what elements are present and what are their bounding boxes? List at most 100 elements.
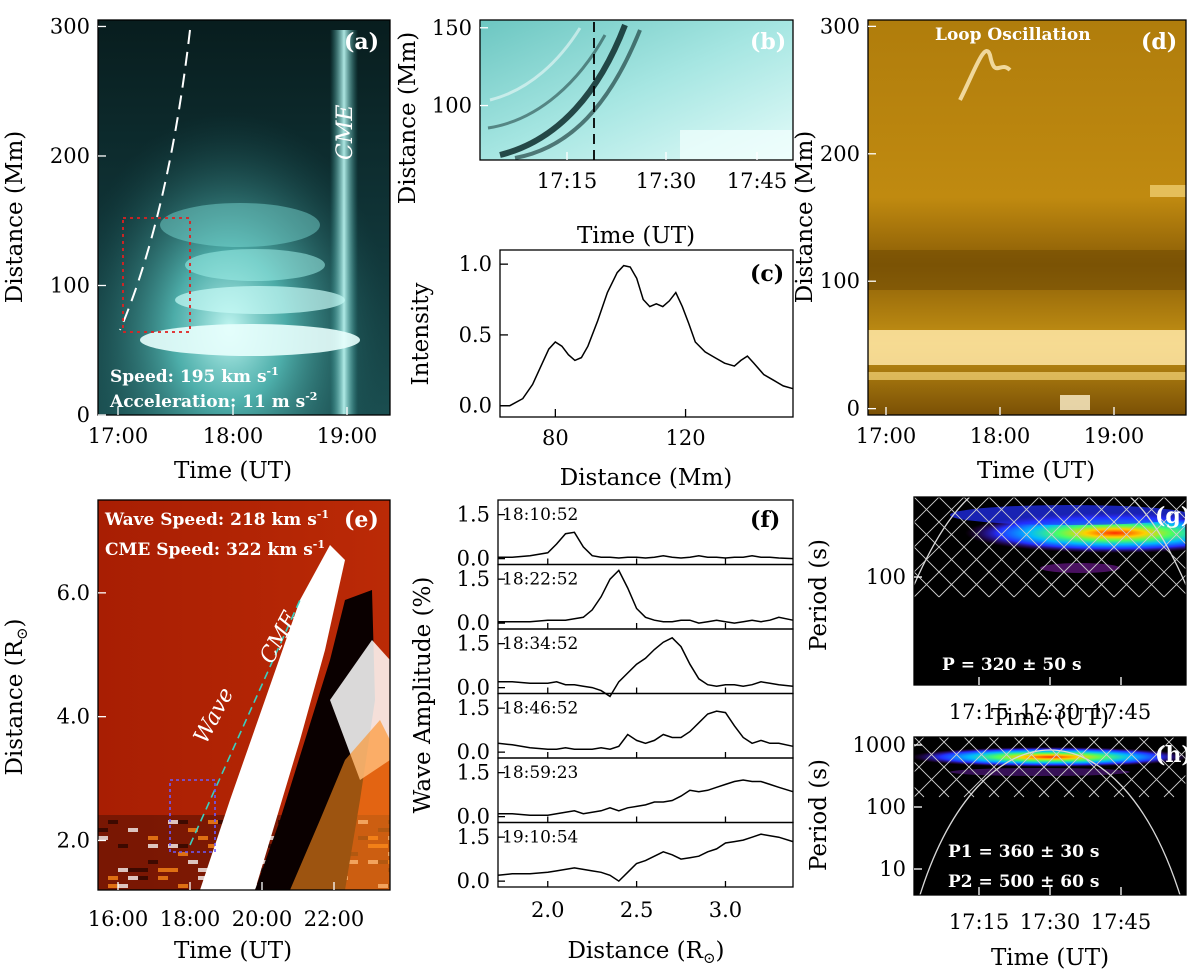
panel-c-ytick-label: 0.0 (459, 394, 492, 418)
panel-h-xtick-label: 17:45 (1091, 910, 1152, 934)
panel-c-xtick-label: 80 (542, 426, 569, 450)
panel-b-xlabel: Time (UT) (577, 223, 695, 249)
panel-f: 0.01.5 18:10:520.01.5 18:22:520.01.5 18:34:… (410, 499, 794, 967)
panel-d-title: Loop Oscillation (935, 25, 1091, 45)
panel-f-ytick-label: 1.5 (457, 632, 490, 656)
panel-g-xlabel: Time (UT) (991, 705, 1109, 731)
panel-f-ytick-label: 1.5 (457, 825, 490, 849)
panel-a-ytick-label: 100 (50, 273, 90, 297)
panel-b-ytick-label: 100 (432, 94, 472, 118)
panel-h-ylabel: Period (s) (806, 759, 832, 871)
panel-g-label: (g) (1155, 503, 1191, 529)
panel-c-label: (c) (750, 261, 784, 287)
panel-f-timestamp: 18:59:23 (502, 763, 578, 783)
panel-a-label: (a) (344, 29, 379, 55)
panel-d-xtick-label: 18:00 (970, 424, 1031, 448)
panel-a-speed: Speed: 195 km s-1 (110, 365, 279, 387)
panel-h-p2: P2 = 500 ± 60 s (948, 872, 1099, 892)
panel-b-ytick-label: 150 (432, 16, 472, 40)
panel-e-ytick-label: 2.0 (57, 828, 90, 852)
panel-f-ytick-label: 1.5 (457, 696, 490, 720)
panel-d-xlabel: Time (UT) (977, 458, 1095, 484)
panel-e-cme-speed: CME Speed: 322 km s-1 (105, 538, 325, 560)
panel-c-xlabel: Distance (Mm) (560, 465, 732, 491)
panel-f-amplitude-line (498, 636, 794, 698)
panel-d-ylabel: Distance (Mm) (792, 131, 818, 303)
panel-f-ytick-label: 1.5 (457, 503, 490, 527)
panel-h-xtick-label: 17:15 (949, 910, 1010, 934)
panel-f-timestamp: 19:10:54 (502, 828, 578, 848)
panel-f-amplitude-line (498, 569, 794, 624)
panel-c-xtick-label: 120 (666, 426, 706, 450)
panel-c: (c) Distance (Mm) Intensity 80 120 0.0 0.5 1… (408, 249, 794, 491)
panel-e-xlabel: Time (UT) (174, 938, 292, 964)
panel-g-xtick-label: 17:45 (1091, 700, 1152, 724)
panel-f-ytick-label: 0.0 (457, 547, 490, 571)
panel-f-amplitude-line (497, 833, 794, 883)
panel-b-xtick-label: 17:45 (727, 169, 788, 193)
panel-e: Wave Speed: 218 km s-1 CME Speed: 322 km… (2, 499, 391, 964)
panel-a-ylabel: Distance (Mm) (2, 131, 28, 303)
panel-h-p1: P1 = 360 ± 30 s (948, 842, 1099, 862)
panel-a-acceleration: Acceleration: 11 m s-2 (109, 390, 317, 412)
panel-a-cme-label: CME (333, 105, 358, 160)
panel-a-ytick-label: 300 (50, 14, 90, 38)
panel-a-image (98, 20, 390, 415)
panel-d-label: (d) (1141, 29, 1177, 55)
panel-d-frame (867, 19, 1187, 416)
panel-b-xtick-label: 17:30 (636, 169, 697, 193)
panel-h-label: (h) (1155, 742, 1192, 768)
panel-f-label: (f) (750, 507, 780, 533)
panel-a-xtick-label: 17:00 (88, 424, 149, 448)
panel-g: (g) P = 320 ± 50 s Time (UT) Period (s) … (806, 496, 1191, 731)
panel-d: Loop Oscillation (d) Time (UT) Distance … (792, 14, 1187, 484)
panel-h-ytick-label: 1000 (853, 733, 906, 757)
panel-e-xtick-label: 22:00 (304, 907, 365, 931)
panel-e-ytick-label: 4.0 (57, 705, 90, 729)
panel-b-ylabel: Distance (Mm) (395, 32, 421, 204)
panel-g-xtick-label: 17:15 (949, 700, 1010, 724)
panel-f-xtick-label: 2.0 (531, 898, 564, 922)
panel-d-image (868, 20, 1186, 415)
panel-g-xtick-label: 17:30 (1020, 700, 1081, 724)
panel-f-timestamp: 18:34:52 (502, 634, 578, 654)
panel-h-ytick-label: 10 (879, 857, 906, 881)
panel-f-xtick-label: 2.5 (620, 898, 653, 922)
panel-d-ytick-label: 0 (847, 397, 860, 421)
panel-f-timestamp: 18:22:52 (502, 570, 578, 590)
panel-e-image (98, 500, 390, 890)
panel-e-ylabel: Distance (R⊙) (2, 618, 31, 775)
panel-f-timestamp: 18:46:52 (502, 699, 578, 719)
panel-d-xtick-label: 19:00 (1084, 424, 1145, 448)
panel-e-frame (97, 499, 391, 891)
panel-a-xtick-label: 19:00 (317, 424, 378, 448)
panel-a-ytick-label: 200 (50, 144, 90, 168)
panel-h-ytick-label: 100 (866, 795, 906, 819)
panel-h-xlabel: Time (UT) (991, 945, 1109, 971)
panel-f-ytick-label: 0.0 (457, 676, 490, 700)
panel-f-ytick-label: 0.0 (457, 611, 490, 635)
panel-b-image (480, 20, 793, 160)
panel-b-xtick-label: 17:15 (537, 169, 598, 193)
panel-a-xlabel: Time (UT) (174, 458, 292, 484)
panel-e-xtick-label: 20:00 (232, 907, 293, 931)
panel-a-xtick-label: 18:00 (203, 424, 264, 448)
panel-h-image (914, 737, 1186, 895)
panel-c-intensity-line (500, 264, 794, 407)
panel-f-amplitude-line (498, 779, 794, 816)
panel-c-ytick-label: 0.5 (459, 323, 492, 347)
panel-a-ytick-label: 0 (77, 403, 90, 427)
panel-g-ylabel: Period (s) (806, 539, 832, 651)
panel-b-label: (b) (750, 29, 786, 55)
panel-f-subplot-frame (497, 821, 794, 888)
panel-c-ytick-label: 1.0 (459, 252, 492, 276)
panel-d-ytick-label: 100 (820, 269, 860, 293)
panel-f-ytick-label: 0.0 (457, 869, 490, 893)
panel-f-xtick-label: 3.0 (709, 898, 742, 922)
panel-f-amplitude-line (497, 710, 794, 750)
panel-e-label: (e) (344, 507, 379, 533)
panel-f-timestamp: 18:10:52 (502, 505, 578, 525)
panel-f-xlabel: Distance (R⊙) (567, 938, 724, 967)
panel-c-frame (499, 249, 794, 418)
